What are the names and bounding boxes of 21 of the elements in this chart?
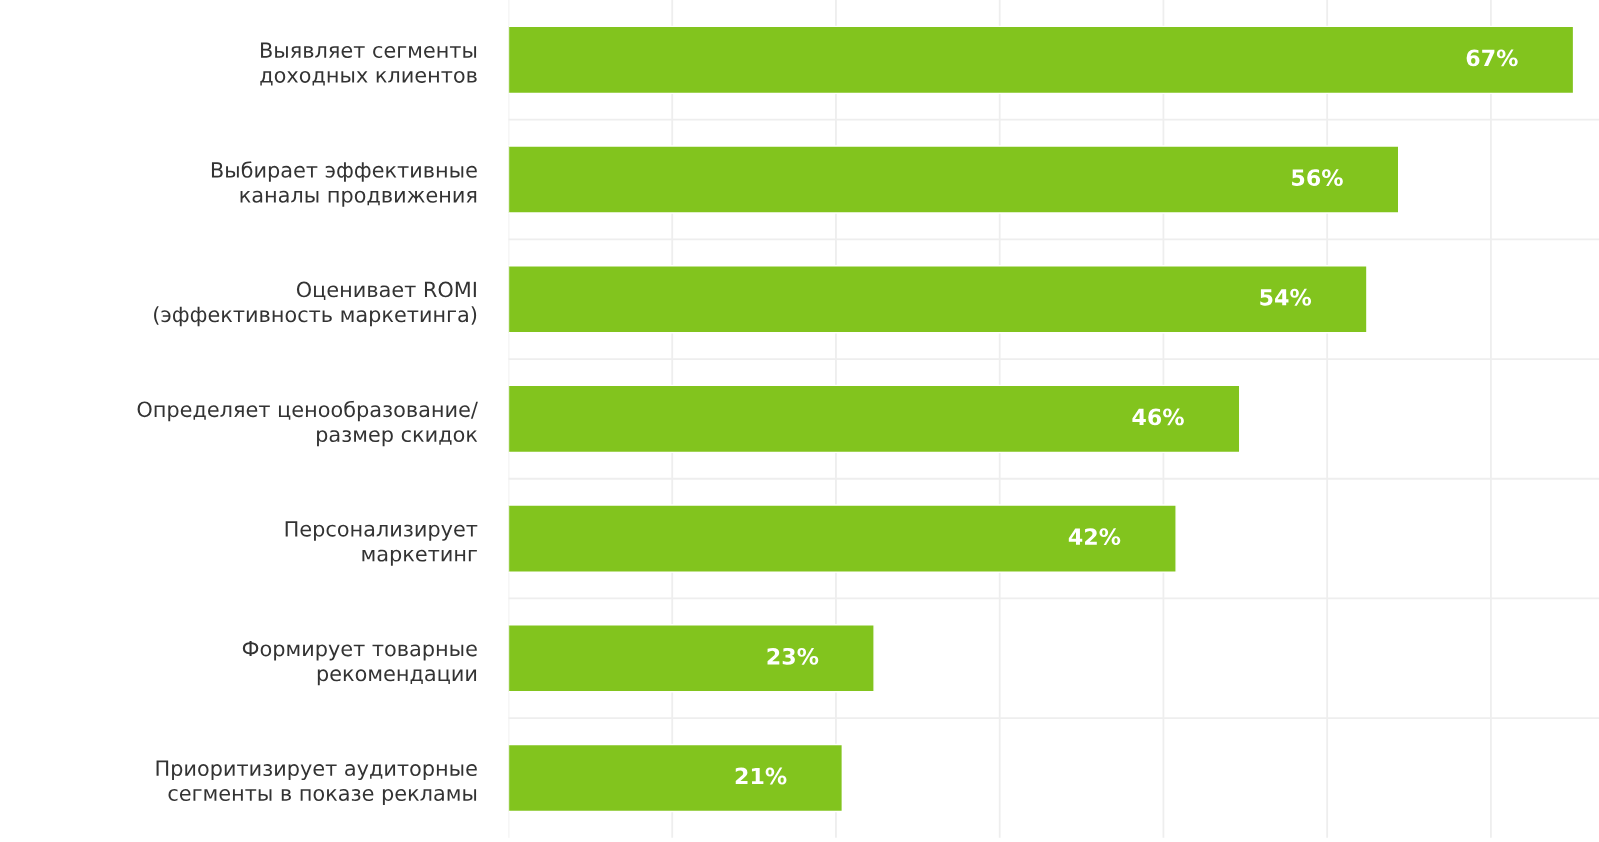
bar (508, 743, 844, 813)
bar (508, 384, 1241, 454)
data-label: 42% (1068, 528, 1121, 546)
data-label: 54% (1260, 288, 1312, 306)
y-tick-label: Оценивает ROMI (эффективность маркетинга) (154, 281, 477, 327)
data-label: 21% (735, 767, 787, 785)
y-tick-label: Выбирает эффективные каналы продвижения (211, 161, 477, 207)
data-label: 46% (1132, 408, 1184, 426)
y-tick-label: Персонализирует маркетинг (285, 521, 478, 566)
data-label: 67% (1466, 49, 1518, 67)
bar (508, 25, 1575, 95)
bar (508, 145, 1400, 214)
data-label: 23% (767, 647, 819, 665)
bar (508, 265, 1368, 334)
y-tick-label: Приоритизирует аудиторные сегменты в показе рекламы (156, 760, 477, 806)
y-tick-label: Выявляет сегменты доходных клиентов (260, 42, 477, 86)
y-tick-label: Определяет ценообразование/ размер скидок (137, 400, 478, 447)
y-tick-label: Формирует товарные рекомендации (242, 640, 477, 686)
bar (508, 624, 875, 693)
data-label: 56% (1292, 169, 1343, 186)
bar (508, 504, 1177, 573)
